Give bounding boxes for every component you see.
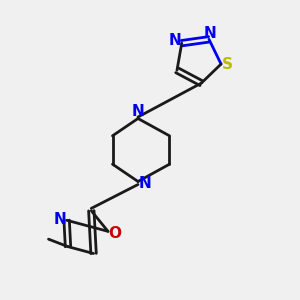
Text: N: N [169,33,182,48]
Text: O: O [108,226,121,241]
Text: S: S [222,58,233,73]
Text: N: N [139,176,152,190]
Text: N: N [54,212,66,227]
Text: N: N [132,104,144,119]
Text: N: N [204,26,217,41]
